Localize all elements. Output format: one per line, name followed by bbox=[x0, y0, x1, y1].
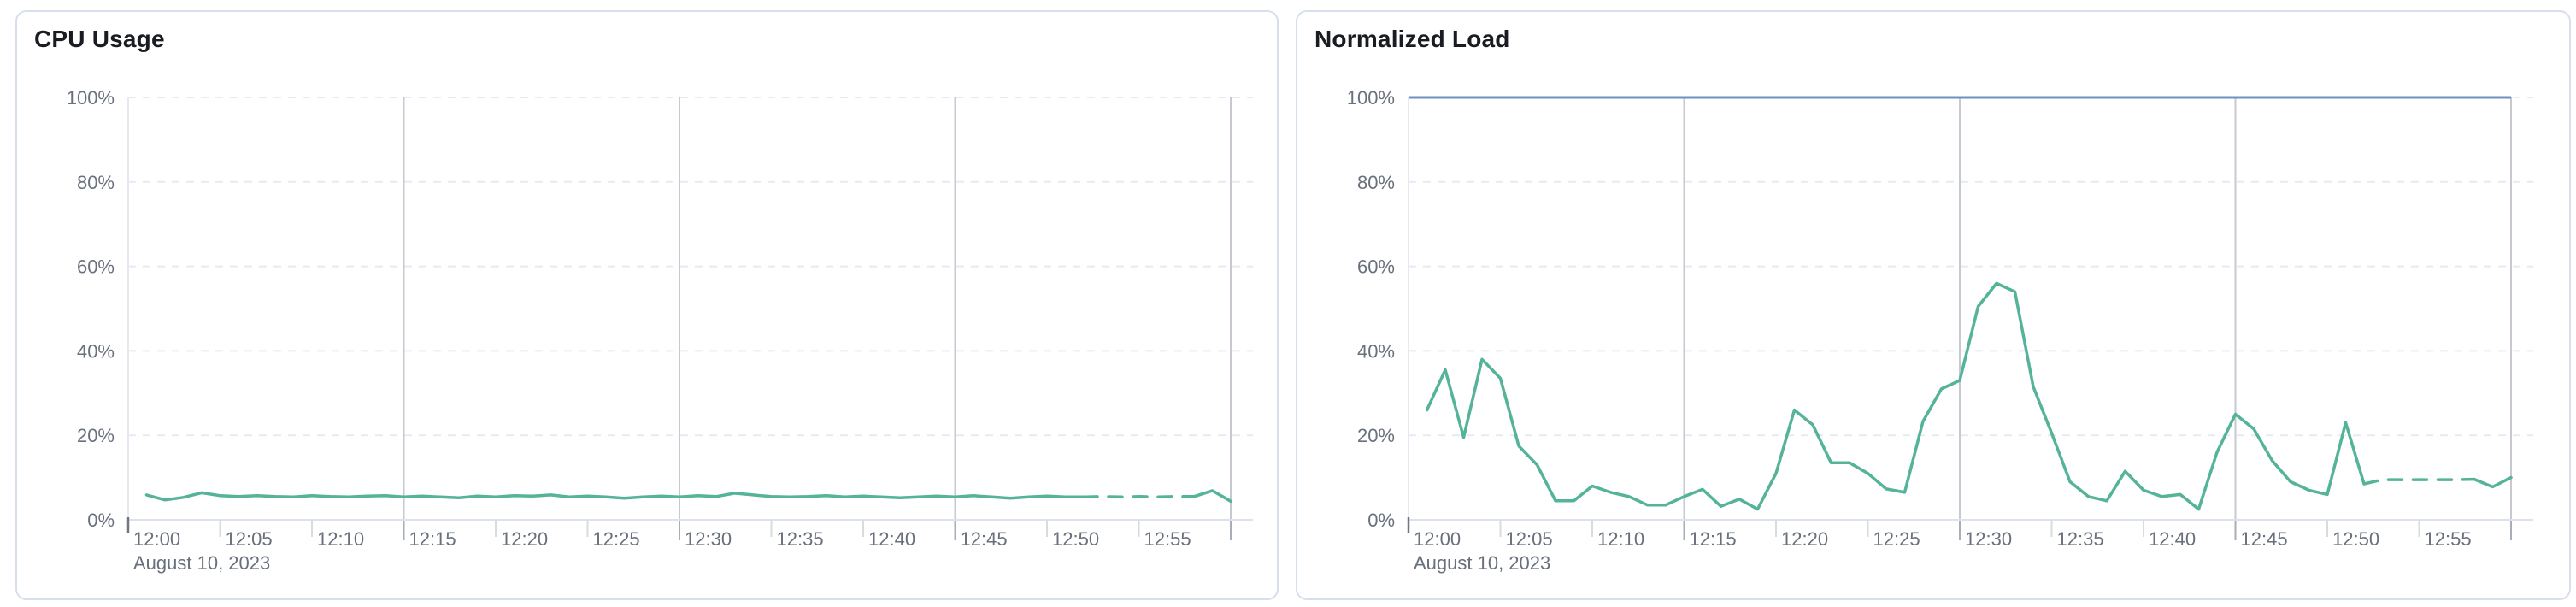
normalized-load-line-dashed bbox=[2362, 477, 2476, 486]
x-tick-label: 12:25 bbox=[593, 528, 640, 550]
y-tick-label: 60% bbox=[77, 256, 115, 278]
x-tick-label: 12:45 bbox=[961, 528, 1008, 550]
normalized-load-chart[interactable]: 0% 20% 40% 60% 80% 100% 12:00 12:05 12:10 12:15 12… bbox=[1297, 12, 2569, 598]
x-tick-label: 12:30 bbox=[1965, 528, 2012, 550]
y-tick-label: 100% bbox=[67, 87, 115, 109]
cpu-usage-line-dashed bbox=[1082, 495, 1196, 499]
x-axis-date-label: August 10, 2023 bbox=[1414, 552, 1550, 574]
x-tick-label: 12:25 bbox=[1873, 528, 1920, 550]
y-tick-label: 40% bbox=[77, 340, 115, 362]
y-tick-label: 20% bbox=[1357, 425, 1395, 446]
x-tick-label: 12:20 bbox=[1781, 528, 1828, 550]
cpu-usage-line bbox=[1192, 489, 1232, 504]
x-tick-label: 12:45 bbox=[2241, 528, 2288, 550]
x-tick-label: 12:00 bbox=[1414, 528, 1461, 550]
y-tick-label: 0% bbox=[87, 510, 115, 531]
x-tick-label: 12:10 bbox=[1597, 528, 1644, 550]
panel-title-normalized-load: Normalized Load bbox=[1314, 26, 1510, 52]
x-tick-label: 12:20 bbox=[501, 528, 548, 550]
x-tick-label: 12:05 bbox=[226, 528, 273, 550]
x-tick-label: 12:35 bbox=[777, 528, 824, 550]
x-tick-label: 12:10 bbox=[317, 528, 364, 550]
y-tick-label: 20% bbox=[77, 425, 115, 446]
x-tick-label: 12:50 bbox=[1052, 528, 1099, 550]
x-tick-label: 12:30 bbox=[685, 528, 732, 550]
y-tick-label: 0% bbox=[1367, 510, 1395, 531]
panel-title-cpu-usage: CPU Usage bbox=[34, 26, 165, 52]
x-tick-label: 12:15 bbox=[409, 528, 456, 550]
normalized-load-panel: Normalized Load 0% 20% 40% 60% 80% 100% 12:00 1… bbox=[1296, 10, 2571, 600]
normalized-load-line bbox=[1425, 281, 2366, 511]
x-tick-label: 12:40 bbox=[868, 528, 915, 550]
cpu-usage-line bbox=[144, 491, 1085, 502]
x-tick-label: 12:50 bbox=[2332, 528, 2379, 550]
y-tick-label: 40% bbox=[1357, 340, 1395, 362]
x-tick-label: 12:40 bbox=[2149, 528, 2196, 550]
y-tick-label: 60% bbox=[1357, 256, 1395, 278]
y-tick-label: 80% bbox=[1357, 172, 1395, 193]
y-tick-label: 100% bbox=[1347, 87, 1395, 109]
x-tick-label: 12:05 bbox=[1506, 528, 1553, 550]
x-axis-date-label: August 10, 2023 bbox=[133, 552, 270, 574]
x-tick-label: 12:15 bbox=[1690, 528, 1737, 550]
normalized-load-line bbox=[2473, 475, 2513, 489]
cpu-usage-chart[interactable]: 0% 20% 40% 60% 80% 100% 12:00 12:05 12:10 12:15 12… bbox=[17, 12, 1277, 598]
x-tick-label: 12:55 bbox=[1144, 528, 1191, 550]
y-tick-label: 80% bbox=[77, 172, 115, 193]
x-tick-label: 12:00 bbox=[133, 528, 180, 550]
cpu-usage-panel: CPU Usage 0% 20% 40% 60% 80% 100% 12:00 12:05 12… bbox=[15, 10, 1279, 600]
x-tick-label: 12:35 bbox=[2057, 528, 2104, 550]
x-tick-label: 12:55 bbox=[2425, 528, 2472, 550]
